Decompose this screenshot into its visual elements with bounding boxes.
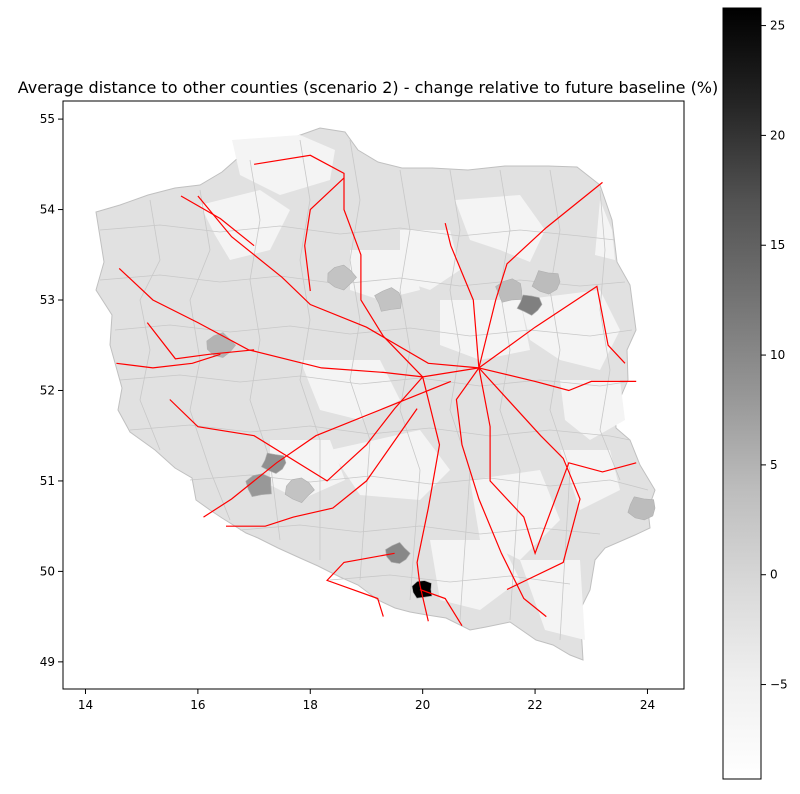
rail-line: [416, 376, 441, 622]
rail-line: [478, 181, 603, 369]
x-tick-label: 18: [303, 698, 318, 712]
x-axis: 14 16 18 20 22 24: [78, 689, 655, 712]
rail-line: [304, 177, 345, 292]
highlighted-region: [245, 473, 272, 498]
y-axis: 49 50 51 52 53 54 55: [40, 112, 63, 669]
rail-line: [169, 376, 424, 482]
colorbar: [722, 7, 762, 780]
rail-line: [118, 267, 479, 378]
rail-line: [203, 380, 452, 518]
y-tick-label: 53: [40, 293, 55, 307]
chart-title: Average distance to other counties (scen…: [18, 78, 719, 97]
colorbar-tick-label: 5: [770, 458, 778, 472]
rail-line: [197, 195, 479, 369]
highlighted-region: [374, 287, 402, 312]
rail-line: [419, 588, 463, 627]
colorbar-tick-label: 25: [770, 19, 785, 33]
y-tick-label: 52: [40, 383, 55, 397]
colorbar-tick-label: 15: [770, 238, 785, 252]
x-tick-label: 14: [78, 698, 93, 712]
highlighted-region: [327, 264, 357, 291]
highlighted-region: [411, 580, 433, 599]
plot-frame: [62, 100, 685, 690]
colorbar-tick-label: 10: [770, 348, 785, 362]
colorbar-ticks: −5 0 5 10 15 20 25: [761, 19, 788, 692]
y-tick-label: 54: [40, 203, 55, 217]
colorbar-tick-label: 0: [770, 568, 778, 582]
x-tick-label: 22: [527, 698, 542, 712]
rail-lines: [116, 154, 637, 627]
x-tick-label: 16: [190, 698, 205, 712]
y-tick-label: 49: [40, 655, 55, 669]
rail-line: [326, 552, 395, 617]
x-tick-label: 20: [415, 698, 430, 712]
colorbar-tick-label: 20: [770, 128, 785, 142]
rail-line: [478, 285, 626, 369]
rail-line: [444, 222, 480, 368]
rail-line: [455, 367, 547, 618]
highlighted-region: [385, 542, 411, 564]
x-tick-label: 24: [640, 698, 655, 712]
highlighted-region: [495, 278, 523, 303]
highlighted-region: [531, 270, 561, 295]
rail-line: [116, 353, 221, 369]
rail-line: [478, 367, 637, 392]
y-tick-label: 51: [40, 474, 55, 488]
colorbar-tick-label: −5: [770, 678, 788, 692]
rail-line: [180, 195, 255, 247]
y-tick-label: 55: [40, 112, 55, 126]
rail-line: [478, 367, 637, 556]
highlighted-region: [260, 452, 287, 474]
rail-line: [226, 408, 418, 527]
county-boundaries: [99, 139, 649, 641]
highlighted-region: [516, 294, 543, 316]
map-layer: [95, 127, 656, 661]
highlighted-region: [627, 496, 656, 521]
highlighted-region: [284, 477, 315, 504]
rail-line: [146, 322, 255, 360]
rail-line: [254, 154, 424, 378]
rail-line: [478, 367, 581, 591]
y-tick-label: 50: [40, 564, 55, 578]
